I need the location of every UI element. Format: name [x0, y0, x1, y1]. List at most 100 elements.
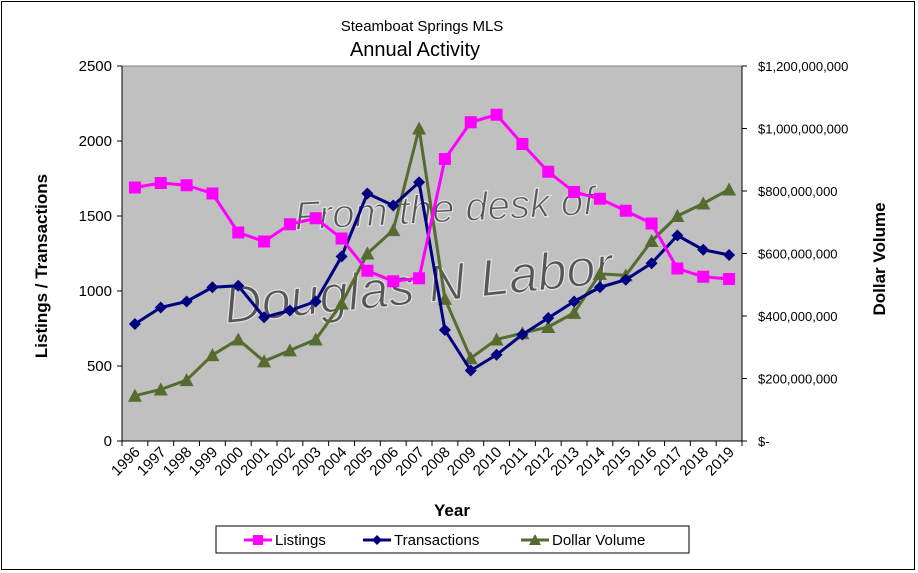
data-point-dollar-volume [722, 182, 737, 196]
legend-marker-transactions [372, 535, 382, 545]
data-point-transactions [542, 312, 555, 324]
data-point-transactions [593, 281, 606, 294]
data-point-listings [542, 165, 555, 178]
data-point-listings [387, 275, 400, 288]
data-point-transactions [697, 243, 710, 256]
data-point-dollar-volume [489, 332, 504, 346]
y-tick-label: 500 [87, 358, 112, 375]
legend: Listings Transactions Dollar Volume [215, 525, 690, 554]
data-point-listings [438, 153, 451, 165]
data-point-listings [361, 264, 374, 277]
data-point-transactions [258, 311, 271, 324]
data-point-dollar-volume [308, 332, 323, 346]
y2-tick-label: $- [758, 434, 770, 449]
data-point-transactions [128, 318, 141, 330]
data-point-transactions [645, 257, 658, 270]
y-tick-label: 2000 [79, 133, 112, 150]
y-tick-label: 2500 [79, 58, 112, 75]
y-tick-label: 1000 [79, 283, 112, 300]
data-point-transactions [516, 328, 529, 341]
y-axis-title: Listings / Transactions [32, 174, 51, 358]
data-point-transactions [335, 250, 348, 263]
data-point-transactions [180, 295, 193, 308]
data-point-dollar-volume [360, 246, 375, 260]
data-point-transactions [438, 324, 451, 336]
data-point-transactions [387, 199, 400, 212]
y2-tick-label: $1,200,000,000 [758, 59, 848, 74]
chart-title: Annual Activity [350, 39, 480, 61]
legend-marker-listings [253, 535, 263, 545]
y2-tick-label: $400,000,000 [758, 309, 838, 324]
data-point-listings [335, 232, 348, 245]
data-point-listings [516, 138, 529, 150]
data-point-dollar-volume [334, 296, 349, 310]
y2-tick-label: $600,000,000 [758, 247, 838, 262]
chart-subtitle: Steamboat Springs MLS [341, 18, 504, 35]
data-point-transactions [206, 281, 219, 294]
data-point-transactions [232, 279, 245, 292]
data-point-listings [180, 179, 193, 192]
y2-axis-title: Dollar Volume [870, 202, 889, 315]
y2-tick-label: $1,000,000,000 [758, 122, 848, 137]
data-point-listings [723, 273, 736, 285]
data-point-transactions [568, 295, 581, 308]
x-tick-label: 2011 [496, 444, 531, 479]
legend-marker-dollar-volume [529, 534, 541, 545]
data-point-dollar-volume [153, 382, 168, 396]
data-point-dollar-volume [282, 343, 297, 357]
legend-label-dollar-volume: Dollar Volume [552, 532, 645, 549]
data-point-listings [309, 212, 322, 225]
y2-tick-label: $200,000,000 [758, 372, 838, 387]
data-point-dollar-volume [567, 305, 582, 319]
data-point-listings [413, 272, 426, 285]
series-transactions [128, 176, 736, 377]
data-point-listings [568, 186, 581, 198]
legend-label-listings: Listings [275, 532, 326, 549]
data-point-transactions [723, 249, 736, 261]
legend-box [215, 525, 690, 554]
data-point-transactions [309, 295, 322, 308]
y-tick-label: 1500 [79, 208, 112, 225]
series-listings [128, 108, 736, 288]
data-point-transactions [464, 364, 477, 377]
data-point-listings [490, 108, 503, 121]
data-point-dollar-volume [257, 354, 272, 368]
data-point-listings [154, 177, 167, 189]
data-point-dollar-volume [541, 319, 556, 333]
legend-label-transactions: Transactions [394, 532, 479, 549]
data-point-dollar-volume [205, 348, 220, 362]
data-point-dollar-volume [179, 373, 194, 387]
data-point-listings [283, 218, 296, 231]
data-point-dollar-volume [644, 234, 659, 247]
y-tick-label: 0 [104, 433, 112, 450]
data-point-transactions [154, 301, 167, 314]
data-point-dollar-volume [696, 196, 711, 210]
data-point-dollar-volume [670, 209, 685, 222]
data-point-transactions [283, 304, 296, 317]
data-point-dollar-volume [463, 351, 478, 365]
data-point-listings [645, 217, 658, 230]
data-point-dollar-volume [386, 223, 401, 237]
data-point-transactions [671, 229, 684, 242]
data-point-transactions [413, 176, 426, 189]
data-point-listings [593, 192, 606, 205]
data-point-listings [258, 235, 271, 248]
data-point-listings [671, 262, 684, 275]
data-point-listings [128, 181, 141, 194]
data-point-dollar-volume [592, 266, 607, 280]
data-point-listings [464, 116, 477, 129]
data-point-dollar-volume [127, 388, 142, 402]
x-tick-label: 2019 [702, 444, 738, 480]
data-point-listings [206, 187, 219, 200]
data-point-dollar-volume [231, 332, 246, 346]
data-point-listings [232, 226, 245, 239]
data-point-transactions [361, 187, 374, 200]
data-point-listings [697, 270, 710, 283]
data-point-listings [619, 204, 632, 217]
y2-tick-label: $800,000,000 [758, 184, 838, 199]
data-point-transactions [490, 348, 503, 361]
data-point-dollar-volume [412, 121, 427, 135]
data-point-transactions [619, 273, 632, 286]
x-axis-title: Year [434, 501, 470, 520]
